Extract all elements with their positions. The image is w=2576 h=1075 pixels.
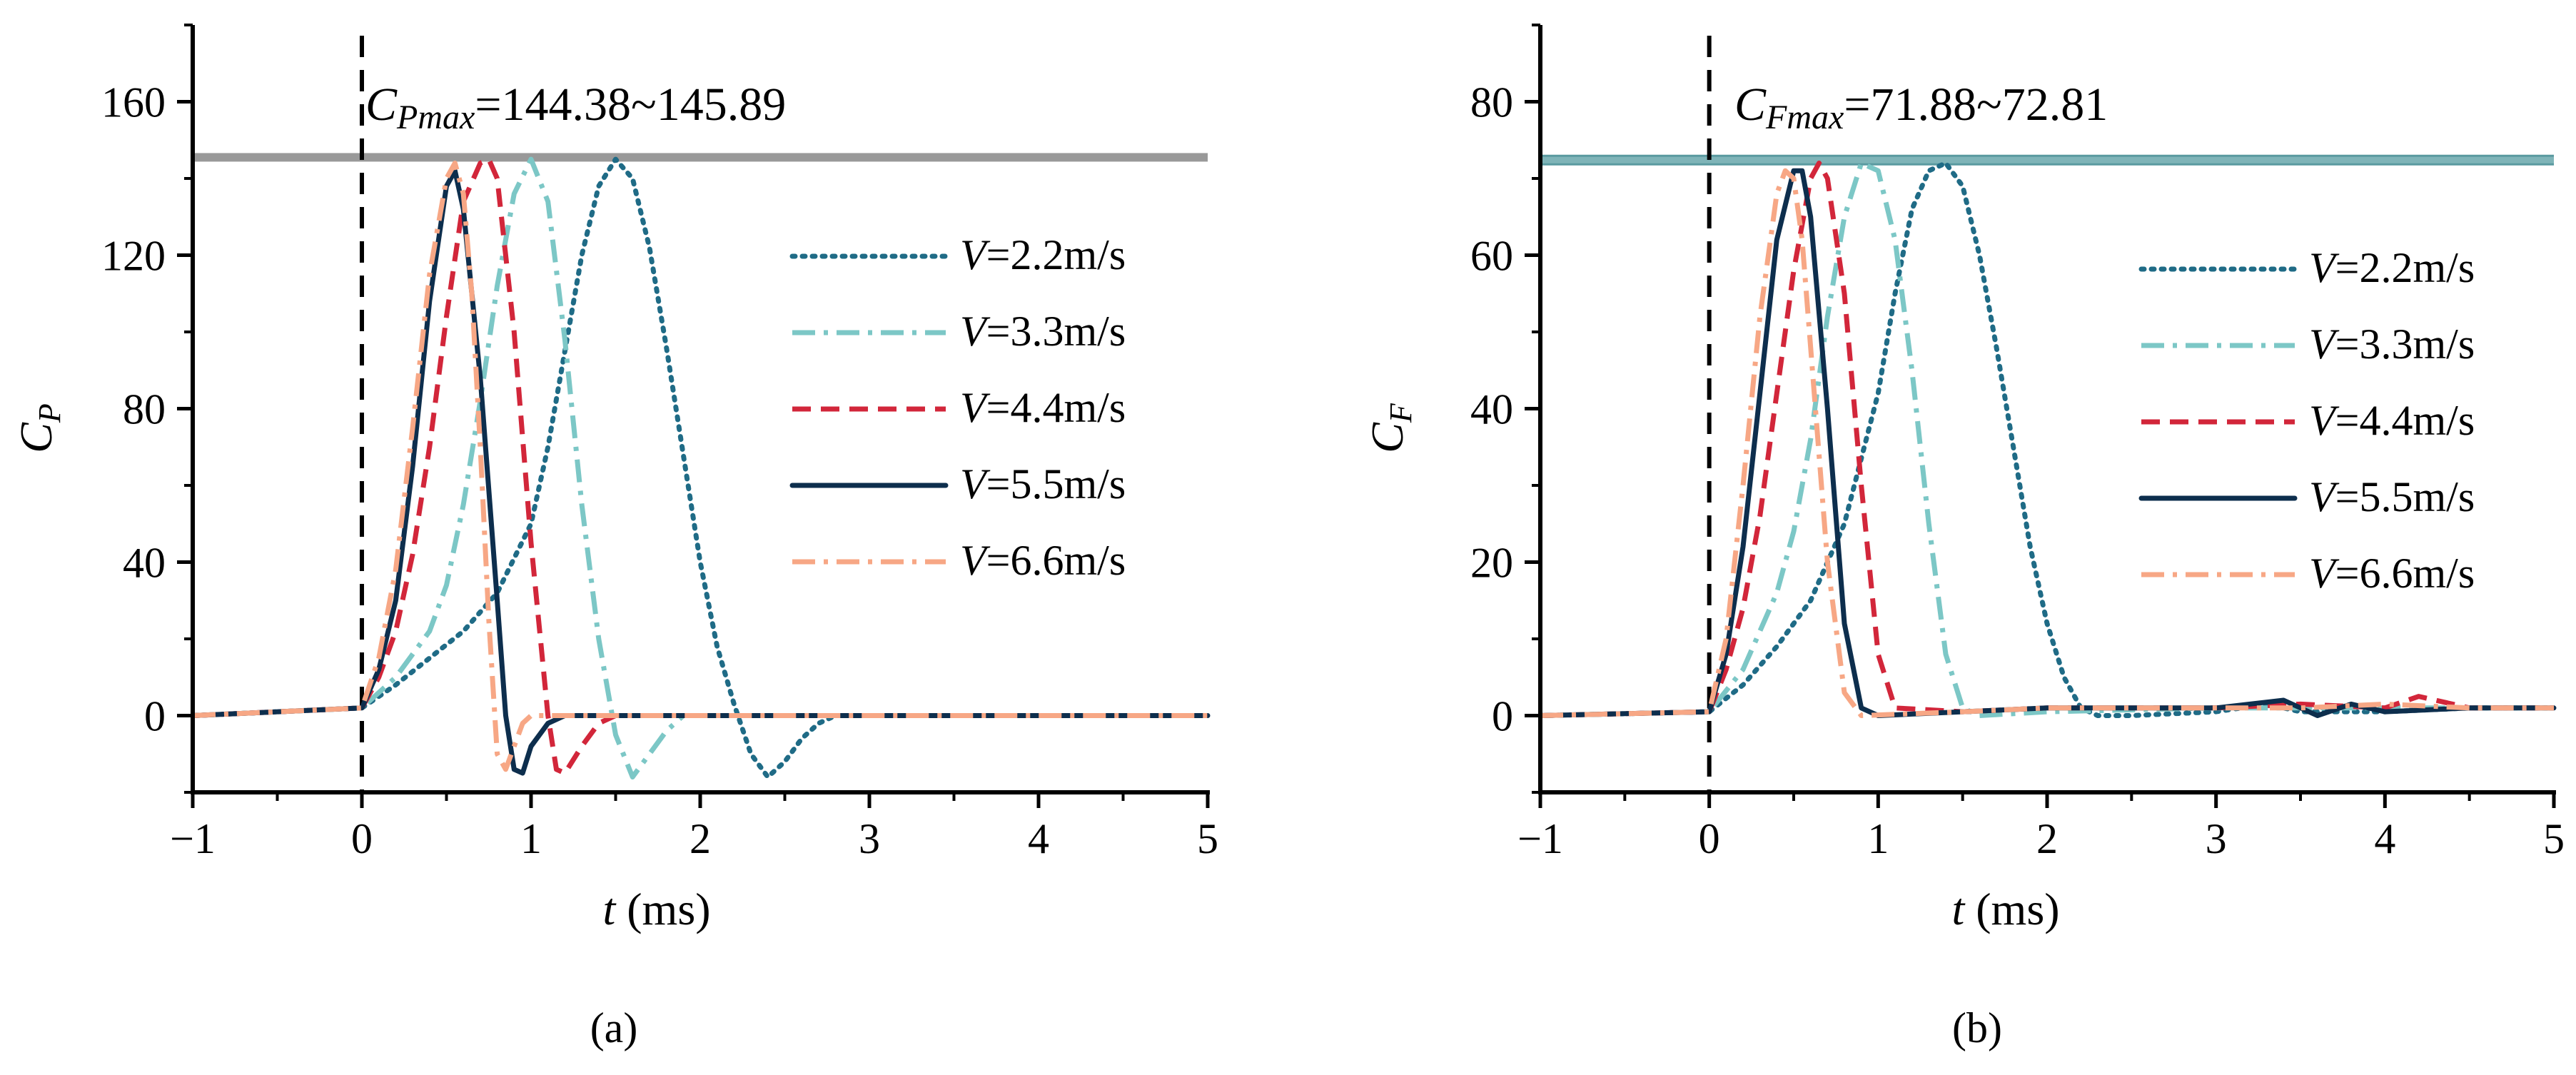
panel-b-y-tick-label: 80 [1470,79,1513,126]
panel-a-x-tick-label: 3 [859,815,880,862]
panel-b-legend-label-v66: V=6.6m/s [2309,550,2475,597]
panel-a-max-reference-line [193,153,1208,162]
panel-b-legend: V=2.2m/s V=3.3m/s V=4.4m/s V=5.5m/s V=6.6m/s [2138,244,2475,597]
panel-b-x-axis-label: t (ms) [1951,884,2059,934]
panel-a-y-tick-label: 40 [123,540,166,587]
panel-b-x-tick-label: 1 [1867,815,1889,862]
panel-a-legend-label-v22: V=2.2m/s [960,231,1126,278]
panel-b-y-tick-label: 60 [1470,233,1513,280]
panel-a-series-v55 [190,168,1211,776]
panel-a-x-tick-label: 5 [1197,815,1218,862]
panel-b-series-v66 [1540,168,2554,718]
panel-a-legend-label-v33: V=3.3m/s [960,308,1126,355]
panel-a-annotation: CPmax=144.38~145.89 [365,79,786,136]
panel-a-x-tick-label: 2 [690,815,711,862]
panel-b-label: (b) [1952,1004,2002,1051]
panel-b-x-tick-label: 2 [2036,815,2058,862]
panel-b-y-tick-label: 40 [1470,386,1513,433]
panel-a-y-tick-label: 120 [101,233,166,280]
panel-a-x-tick-label: 1 [520,815,542,862]
panel-a-series-v33 [192,156,1208,779]
panel-a-y-tick-label: 80 [123,386,166,433]
panel-b-legend-label-v22: V=2.2m/s [2309,244,2475,291]
panel-b-max-reference-line [1540,156,2554,165]
panel-a-chart: CPmax=144.38~145.89 CP t (ms) (a) −1 0 1 2 3… [11,24,1218,1051]
panel-a-y-tick-label: 0 [144,693,166,740]
panel-a-label: (a) [590,1004,638,1051]
panel-a-legend-label-v66: V=6.6m/s [960,537,1126,584]
panel-a-x-axis-label: t (ms) [602,884,710,934]
panel-a-x-tick-label: −1 [170,815,216,862]
panel-a-series-v44 [192,156,1208,776]
panel-b-annotation: CFmax=71.88~72.81 [1734,79,2108,136]
panel-a-x-tick-label: 0 [351,815,373,862]
panel-a-y-axis-label: CP [11,403,67,453]
panel-b-y-tick-label: 0 [1492,693,1513,740]
panel-a-series-v22 [190,156,1211,779]
panel-b-legend-label-v33: V=3.3m/s [2309,321,2475,368]
panel-a-series-v66 [192,161,1208,772]
panel-b-y-axis-label: CF [1362,403,1418,453]
panel-b-series-v55 [1537,168,2557,718]
panel-a-legend-label-v55: V=5.5m/s [960,460,1126,508]
panel-a-y-tick-label: 160 [101,79,166,126]
panel-b-legend-label-v55: V=5.5m/s [2309,473,2475,520]
panel-b-y-tick-label: 20 [1470,540,1513,587]
panel-b-x-tick-label: 5 [2543,815,2565,862]
panel-b-chart: CFmax=71.88~72.81 CF t (ms) (b) −1 0 1 2 3 4 5… [1362,24,2565,1051]
panel-a-legend: V=2.2m/s V=3.3m/s V=4.4m/s V=5.5m/s V=6.6m/s [789,231,1126,584]
panel-b-x-tick-label: −1 [1517,815,1563,862]
panel-a-x-tick-label: 4 [1028,815,1049,862]
panel-b-series-v33 [1540,161,2554,718]
panel-a-legend-label-v44: V=4.4m/s [960,384,1126,431]
panel-b-x-tick-label: 0 [1699,815,1720,862]
panel-b-x-tick-label: 3 [2206,815,2227,862]
panel-b-legend-label-v44: V=4.4m/s [2309,397,2475,444]
panel-b-x-tick-label: 4 [2374,815,2395,862]
